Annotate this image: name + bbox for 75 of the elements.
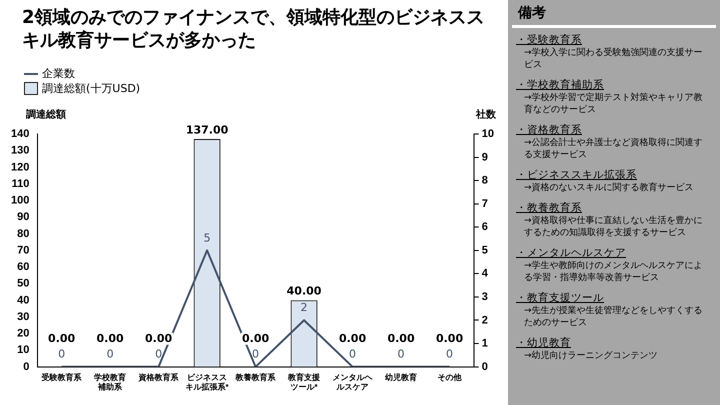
text: →資格取得や仕事に直結しない生活を豊かにするための知識取得を支援するサービス [524,215,704,239]
y-tick-label: 80 [17,228,30,240]
data-label: 0 [58,348,66,361]
text: →資格のないスキルに関する教育サービス [524,182,695,194]
text: ・教養教育系 [516,202,583,215]
text: ・幼児教育 [516,337,572,350]
data-label: 0 [398,348,405,361]
x-tick-label: 資格教育系 [138,372,180,382]
data-label: 0 [106,348,114,361]
y-axis-title: 調達総額 [25,108,66,121]
y-tick-label: 100 [10,194,30,207]
x-tick-label: ビジネススキル拡張系* [186,372,230,392]
y2-tick-label: 6 [482,221,488,234]
data-label: 137.00 [186,123,229,136]
data-label: 0 [446,348,454,361]
text: ・メンタルヘルスケア [516,247,627,260]
data-label: 0.00 [242,332,270,346]
y2-tick-label: 7 [482,198,488,210]
y2-tick-label: 8 [482,174,488,187]
y-tick-label: 90 [17,211,30,224]
y2-tick-label: 1 [482,338,488,350]
text: →先生が授業や生徒管理などをしやすくするためのサービス [524,305,704,329]
text: →幼児向けラーニングコンテンツ [524,350,659,362]
data-label: 0 [155,348,162,361]
y-tick-label: 110 [12,178,30,190]
text: ・学校教育補助系 [516,79,605,92]
y2-tick-label: 5 [482,244,488,256]
x-tick-label: 教養教育系 [234,372,277,382]
y-tick-label: 30 [17,310,30,323]
y2-tick-label: 10 [482,128,494,140]
data-label: 0.00 [96,332,124,346]
y-tick-label: 0 [23,360,30,373]
data-label: 0 [252,348,260,361]
y-tick-label: 70 [17,244,30,256]
text: →学生や教師向けのメンタルヘルスケアによる学習・指導効率等改善サービス [524,260,704,284]
data-label: 0.00 [338,332,366,346]
text: ・ビジネススキル拡張系 [516,169,638,182]
text: →学校入学に関わる受験勉強関連の支援サービス [524,47,704,71]
y2-tick-label: 4 [482,268,489,280]
text: ・受験教育系 [516,34,583,47]
chart-title: 2領域のみでのファイナンスで、領域特化型のビジネススキル教育サービスが多かった [22,6,486,52]
data-label: 0.00 [48,332,76,346]
text: ・教育支援ツール [516,292,605,305]
data-label: 0.00 [145,332,172,346]
y-tick-label: 140 [10,128,30,140]
y-tick-label: 130 [10,144,30,157]
data-label: 40.00 [286,284,322,298]
legend-label: 企業数 [42,66,75,81]
x-tick-label: 教育支援ツール* [287,372,322,392]
text: →公認会計士や弁護士など資格取得に関連する支援サービス [524,137,704,161]
x-tick-label: 幼児教育 [385,372,418,382]
y-tick-label: 10 [17,344,30,356]
x-tick-label: 受験教育系 [40,372,83,382]
data-label: 0.00 [436,332,464,346]
y-tick-label: 40 [17,294,30,306]
y2-tick-label: 2 [482,314,488,326]
text: ・資格教育系 [516,124,583,137]
text: 備考 [518,4,547,22]
y2-tick-label: 0 [482,360,488,373]
x-tick-label: メンタルヘルスケア [332,372,374,392]
text: →学校外学習で定期テスト対策やキャリア教育などのサービス [524,92,704,116]
data-label: 0.00 [387,332,415,346]
y-tick-label: 20 [17,328,30,340]
legend-label: 調達総額(十万USD) [42,81,140,96]
x-tick-label: その他 [438,372,463,382]
data-label: 5 [204,231,211,244]
x-tick-label: 学校教育補助系 [94,372,126,392]
data-label: 0 [349,348,356,361]
y2-tick-label: 9 [482,151,488,164]
y2-axis-title: 社数 [474,108,497,121]
y2-tick-label: 3 [482,290,488,303]
y-tick-label: 50 [17,278,30,290]
data-label: 2 [300,301,308,314]
y-tick-label: 60 [17,261,30,274]
y-tick-label: 120 [10,161,30,174]
